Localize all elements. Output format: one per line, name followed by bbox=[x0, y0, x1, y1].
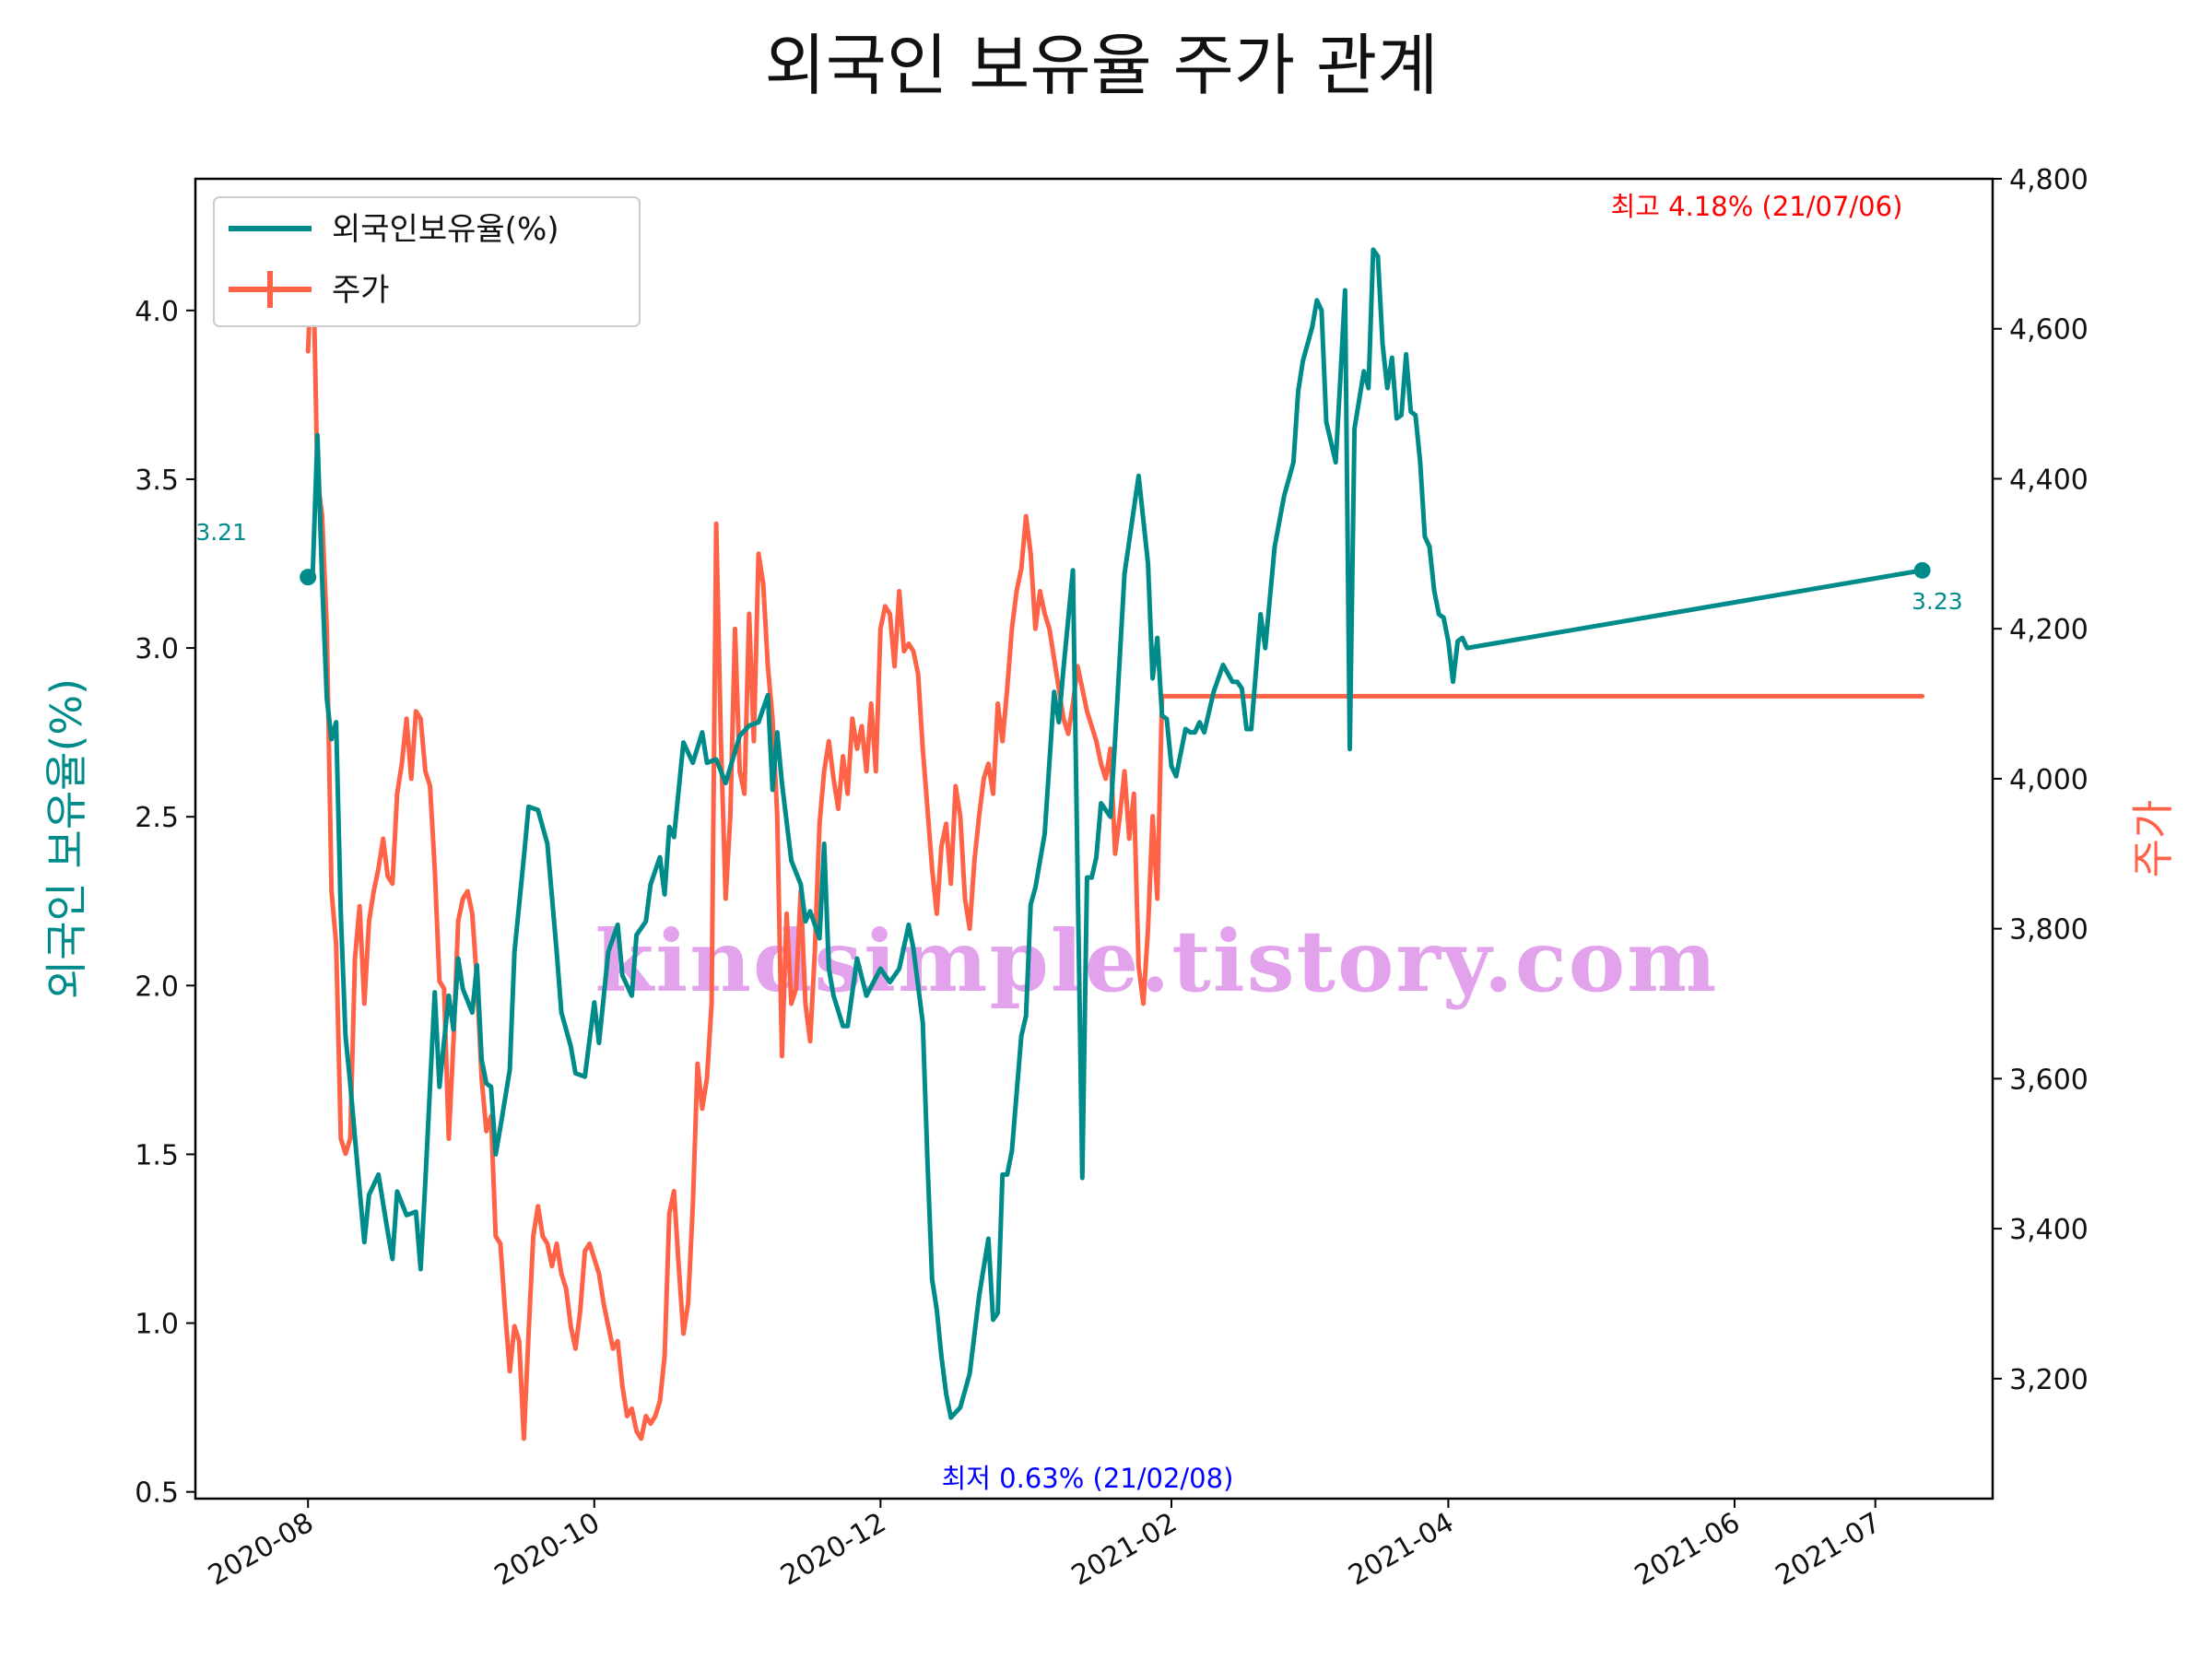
legend-label-foreign: 외국인보유율(%) bbox=[332, 211, 559, 248]
price-line bbox=[305, 236, 1925, 1441]
y-right-tick-label: 3,400 bbox=[2009, 1214, 2088, 1246]
watermark: kindsimple.tistory.com bbox=[594, 912, 1718, 1011]
y-left-tick-label: 1.5 bbox=[135, 1139, 179, 1171]
marker-layer bbox=[300, 561, 1931, 586]
x-tick-label: 2021-02 bbox=[1066, 1507, 1182, 1593]
y-right-tick-label: 4,600 bbox=[2009, 314, 2088, 347]
y-left-tick-label: 2.5 bbox=[135, 802, 179, 834]
y-axis-left: 0.5 1.0 1.5 2.0 2.5 3.0 3.5 4.0 bbox=[135, 296, 195, 1510]
y-right-tick-label: 3,800 bbox=[2009, 914, 2088, 947]
max-annotation: 최고 4.18% (21/07/06) bbox=[1611, 191, 1903, 222]
y-left-tick-label: 3.0 bbox=[135, 633, 179, 665]
foreign-series-layer bbox=[305, 247, 1925, 1420]
legend-label-price: 주가 bbox=[332, 272, 390, 309]
y-axis-right-label: 주가 bbox=[2128, 800, 2178, 878]
y-left-tick-label: 0.5 bbox=[135, 1477, 179, 1510]
foreign-ratio-line bbox=[305, 247, 1925, 1420]
min-annotation: 최저 0.63% (21/02/08) bbox=[942, 1463, 1234, 1494]
y-right-tick-label: 3,600 bbox=[2009, 1064, 2088, 1096]
y-left-tick-label: 2.0 bbox=[135, 971, 179, 1003]
start-marker bbox=[300, 569, 317, 586]
y-left-tick-label: 1.0 bbox=[135, 1309, 179, 1341]
x-tick-label: 2021-07 bbox=[1771, 1507, 1887, 1593]
y-axis-right: 3,200 3,400 3,600 3,800 4,000 4,200 4,400 4,600… bbox=[1993, 164, 2088, 1396]
start-value-label: 3.21 bbox=[195, 519, 247, 546]
plot-frame bbox=[194, 177, 1994, 1500]
x-tick-label: 2021-04 bbox=[1343, 1507, 1459, 1593]
y-right-tick-label: 4,000 bbox=[2009, 764, 2088, 796]
y-axis-left-label: 외국인 보유율(%) bbox=[41, 678, 91, 999]
y-left-tick-label: 4.0 bbox=[135, 296, 179, 328]
legend: 외국인보유율(%) 주가 bbox=[213, 196, 641, 327]
x-tick-label: 2020-08 bbox=[203, 1507, 319, 1593]
plot-area bbox=[194, 177, 1994, 1500]
end-marker bbox=[1913, 561, 1931, 579]
y-right-tick-label: 4,800 bbox=[2009, 164, 2088, 196]
x-axis: 2020-08 2020-10 2020-12 2021-02 2021-04 2021-… bbox=[203, 1499, 1887, 1593]
x-tick-label: 2021-06 bbox=[1630, 1507, 1746, 1593]
chart-title: 외국인 보유율 주가 관계 bbox=[764, 27, 1438, 104]
y-right-tick-label: 4,400 bbox=[2009, 464, 2088, 496]
y-left-tick-label: 3.5 bbox=[135, 465, 179, 497]
x-tick-label: 2020-12 bbox=[775, 1507, 891, 1593]
legend-box bbox=[213, 196, 641, 327]
end-value-label: 3.23 bbox=[1912, 588, 1963, 615]
x-tick-label: 2020-10 bbox=[489, 1507, 606, 1593]
price-series-layer bbox=[305, 236, 1925, 1441]
y-right-tick-label: 4,200 bbox=[2009, 614, 2088, 646]
y-right-tick-label: 3,200 bbox=[2009, 1364, 2088, 1396]
